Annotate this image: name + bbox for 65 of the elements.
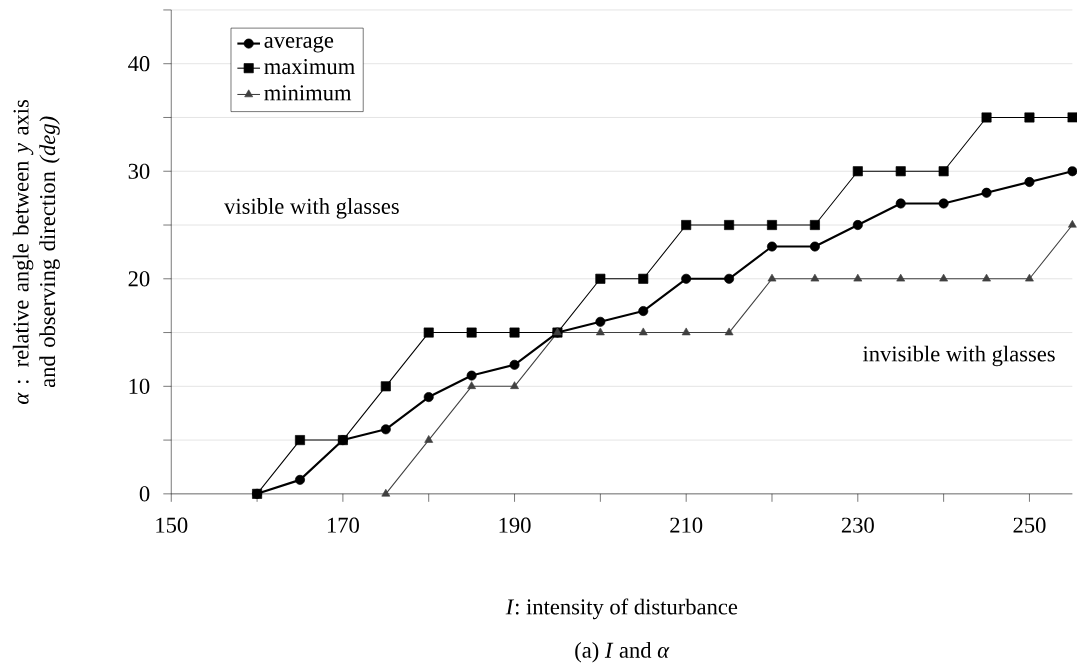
x-tick-label: 190 bbox=[499, 517, 531, 533]
point bbox=[681, 220, 692, 231]
point bbox=[467, 381, 476, 389]
point bbox=[895, 198, 906, 209]
point bbox=[767, 220, 777, 231]
point bbox=[381, 488, 391, 497]
point bbox=[809, 220, 820, 231]
point bbox=[295, 474, 305, 485]
point bbox=[724, 273, 735, 284]
point bbox=[939, 273, 948, 282]
annotation: invisible with glasses bbox=[862, 345, 1055, 367]
point bbox=[509, 359, 520, 370]
point bbox=[809, 241, 820, 252]
point bbox=[852, 166, 863, 177]
x-tick-label: 250 bbox=[1013, 517, 1046, 533]
y-tick-label: 10 bbox=[129, 378, 150, 394]
legend-label: average bbox=[264, 36, 334, 53]
point bbox=[767, 273, 777, 282]
x-tick-label: 230 bbox=[841, 517, 874, 533]
point bbox=[981, 112, 992, 123]
annotation: visible with glasses bbox=[224, 198, 399, 219]
x-tick-label: 170 bbox=[327, 517, 359, 533]
point bbox=[810, 273, 820, 282]
point bbox=[509, 327, 520, 338]
point bbox=[938, 166, 949, 177]
point bbox=[638, 306, 649, 317]
point bbox=[510, 381, 519, 389]
point bbox=[938, 198, 949, 209]
point bbox=[423, 392, 434, 403]
y-tick-label: 20 bbox=[128, 271, 150, 287]
point bbox=[724, 220, 735, 231]
point bbox=[466, 327, 477, 338]
point bbox=[380, 424, 391, 435]
point bbox=[295, 435, 305, 446]
point bbox=[981, 187, 992, 198]
point bbox=[638, 273, 649, 284]
point bbox=[638, 327, 648, 336]
y-tick-label: 0 bbox=[139, 486, 150, 502]
point bbox=[681, 327, 691, 336]
point bbox=[595, 273, 606, 284]
text: (a) I and α bbox=[575, 641, 670, 663]
point bbox=[380, 381, 391, 392]
legend-label: minimum bbox=[264, 85, 352, 101]
point bbox=[424, 435, 434, 443]
point bbox=[896, 273, 906, 282]
point bbox=[466, 370, 477, 381]
x-tick-label: 150 bbox=[156, 517, 188, 533]
point bbox=[595, 316, 606, 327]
point bbox=[852, 220, 863, 231]
point bbox=[982, 273, 991, 282]
y-tick-label: 40 bbox=[128, 56, 150, 72]
legend-label: maximum bbox=[264, 59, 355, 75]
point bbox=[596, 327, 605, 336]
point bbox=[767, 241, 777, 252]
point bbox=[724, 327, 734, 336]
point bbox=[1025, 273, 1034, 282]
point bbox=[895, 166, 906, 177]
x-axis-title: I: intensity of disturbance bbox=[505, 598, 738, 620]
point bbox=[423, 327, 434, 338]
x-tick-label: 210 bbox=[670, 517, 703, 533]
point bbox=[1024, 177, 1035, 187]
y-tick-label: 30 bbox=[128, 163, 150, 179]
point bbox=[1024, 112, 1035, 123]
point bbox=[681, 273, 692, 284]
point bbox=[853, 273, 863, 282]
